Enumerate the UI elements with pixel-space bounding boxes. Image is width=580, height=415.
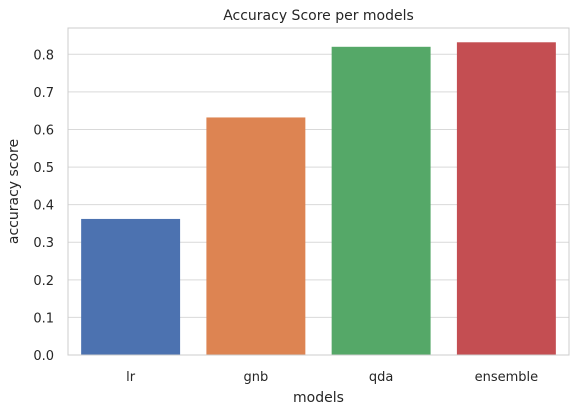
plot-frame	[67, 27, 570, 356]
x-tick-label: gnb	[244, 370, 269, 385]
bar-qda	[331, 46, 431, 356]
bar-ensemble	[456, 42, 556, 356]
y-tick-label: 0.2	[33, 274, 54, 289]
y-tick-label: 0.6	[33, 123, 54, 138]
bar-lr	[81, 218, 181, 355]
x-tick-label: qda	[369, 370, 393, 385]
x-tick-label: lr	[126, 370, 136, 385]
y-tick-label: 0.7	[33, 86, 54, 101]
bars	[81, 42, 556, 356]
bar-gnb	[206, 117, 306, 355]
y-tick-label: 0.4	[33, 199, 54, 214]
y-tick-labels: 0.0 0.1 0.2 0.3 0.4 0.5 0.6 0.7 0.8	[33, 48, 54, 364]
y-tick-label: 0.3	[33, 236, 54, 251]
y-axis-title: accuracy score	[6, 139, 22, 244]
x-tick-labels: lr gnb qda ensemble	[126, 370, 538, 385]
y-tick-label: 0.5	[33, 161, 54, 176]
x-axis-title: models	[293, 390, 344, 406]
y-tick-label: 0.8	[33, 48, 54, 63]
y-tick-label: 0.1	[33, 311, 54, 326]
x-tick-label: ensemble	[475, 370, 539, 385]
y-tick-label: 0.0	[33, 349, 54, 364]
chart-title: Accuracy Score per models	[223, 8, 414, 24]
